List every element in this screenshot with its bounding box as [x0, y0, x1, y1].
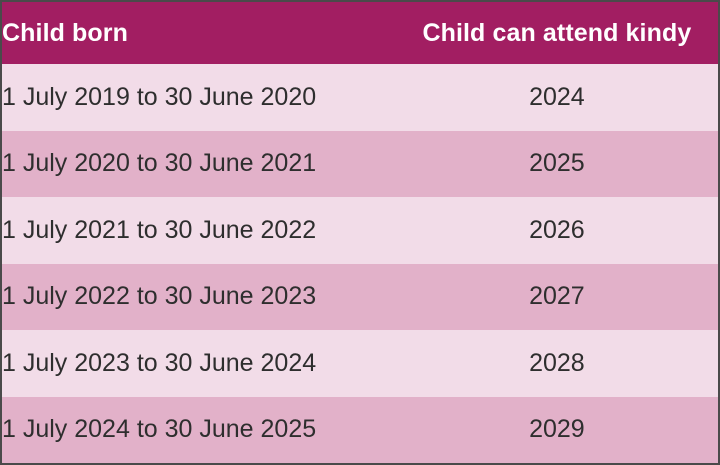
cell-child-born: 1 July 2021 to 30 June 2022: [2, 215, 317, 244]
header-row: Child born Child can attend kindy: [2, 2, 718, 64]
cell-attend-year: 2028: [529, 348, 585, 377]
table-row: 1 July 2019 to 30 June 2020 2024: [2, 64, 718, 131]
table-row: 1 July 2022 to 30 June 2023 2027: [2, 263, 718, 330]
column-header-attend-kindy: Child can attend kindy: [395, 2, 718, 64]
column-header-child-born: Child born: [2, 2, 396, 64]
cell-attend-year: 2029: [529, 415, 585, 444]
cell-child-born: 1 July 2020 to 30 June 2021: [2, 149, 317, 178]
table-row: 1 July 2023 to 30 June 2024 2028: [2, 330, 718, 397]
cell-attend-year: 2027: [529, 282, 585, 311]
cell-attend-year: 2025: [529, 149, 585, 178]
cell-child-born: 1 July 2024 to 30 June 2025: [2, 415, 317, 444]
table-row: 1 July 2020 to 30 June 2021 2025: [2, 130, 718, 197]
cell-child-born: 1 July 2019 to 30 June 2020: [2, 82, 317, 111]
table-row: 1 July 2021 to 30 June 2022 2026: [2, 197, 718, 264]
cell-attend-year: 2024: [529, 82, 585, 111]
table-row: 1 July 2024 to 30 June 2025 2029: [2, 396, 718, 463]
cell-attend-year: 2026: [529, 215, 585, 244]
cell-child-born: 1 July 2023 to 30 June 2024: [2, 348, 317, 377]
cell-child-born: 1 July 2022 to 30 June 2023: [2, 282, 317, 311]
